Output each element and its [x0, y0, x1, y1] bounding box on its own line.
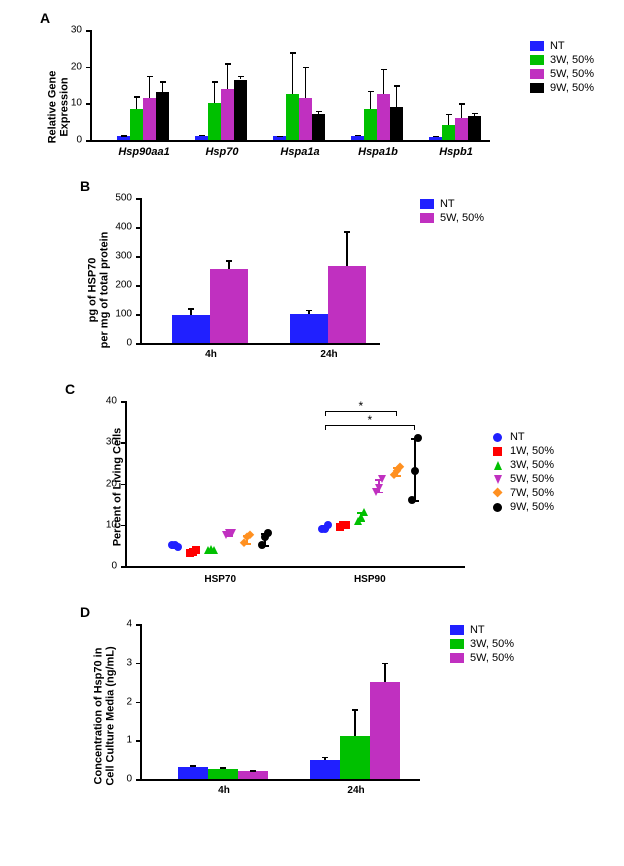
panel-c-label: C	[65, 381, 75, 397]
panel-c: C Percent of Living Cells 010203040HSP70…	[10, 381, 614, 596]
panel-a: A Relative GeneExpression 0102030Hsp90aa…	[10, 10, 614, 170]
panel-d: D Concentration of Hsp70 inCell Culture …	[10, 604, 614, 809]
panel-b-label: B	[80, 178, 90, 194]
figure: A Relative GeneExpression 0102030Hsp90aa…	[0, 0, 624, 827]
panel-b: B pg of HSP70per mg of total protein 010…	[10, 178, 614, 373]
panel-a-legend: NT3W, 50%5W, 50%9W, 50%	[530, 40, 594, 96]
panel-c-chart: 010203040HSP70HSP90**	[125, 401, 465, 566]
panel-b-ylabel: pg of HSP70per mg of total protein	[86, 232, 110, 349]
panel-d-label: D	[80, 604, 90, 620]
panel-d-chart: 012344h24h	[140, 624, 420, 779]
panel-b-legend: NT5W, 50%	[420, 198, 484, 226]
panel-a-chart: 0102030Hsp90aa1Hsp70Hspa1aHspa1bHspb1	[90, 30, 490, 140]
panel-d-legend: NT3W, 50%5W, 50%	[450, 624, 514, 666]
panel-b-chart: 01002003004005004h24h	[140, 198, 380, 343]
panel-c-legend: NT1W, 50%3W, 50%5W, 50%7W, 50%9W, 50%	[492, 431, 554, 515]
panel-a-label: A	[40, 10, 50, 26]
